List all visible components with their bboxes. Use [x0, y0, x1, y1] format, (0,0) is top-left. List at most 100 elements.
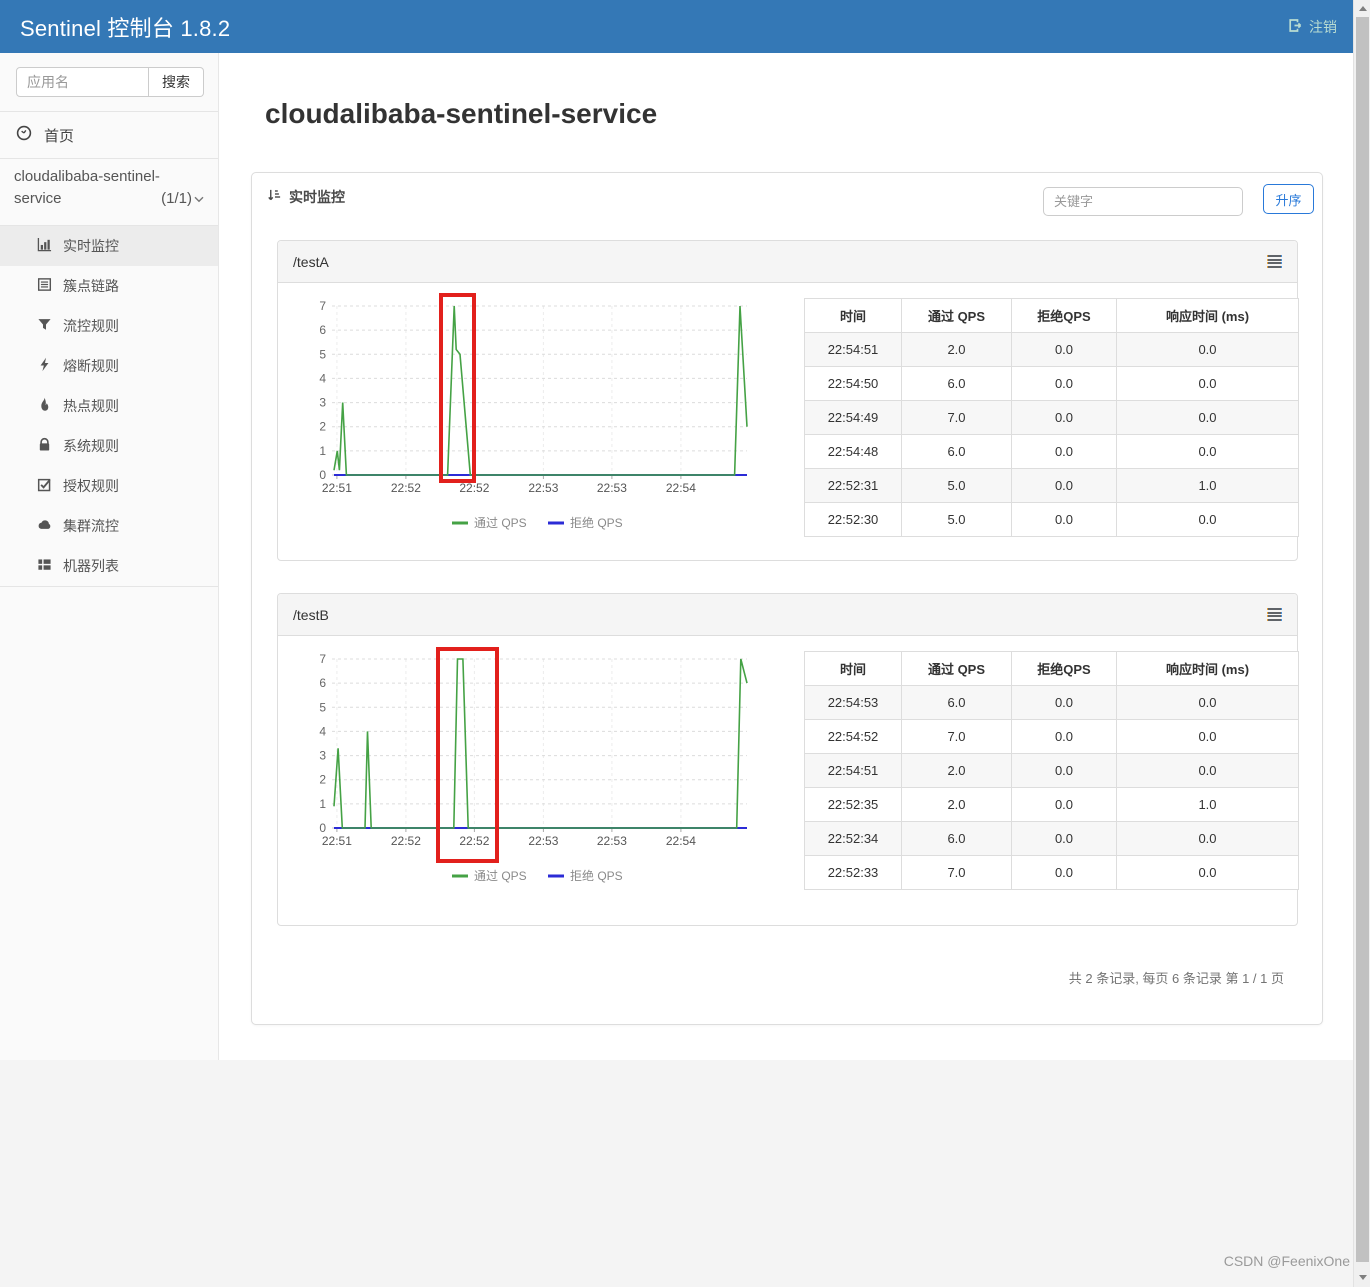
cell: 0.0: [1011, 685, 1117, 720]
filter-icon: [37, 317, 52, 335]
divider: [0, 586, 218, 587]
cell: 0.0: [1116, 434, 1299, 469]
menu-lines-icon[interactable]: [1267, 607, 1282, 623]
menu-lines-icon[interactable]: [1267, 254, 1282, 270]
sort-order-button[interactable]: 升序: [1263, 184, 1314, 214]
legend-label: 拒绝 QPS: [570, 515, 623, 530]
table-row: 22:54:52 7.0 0.0 0.0: [804, 719, 1299, 754]
sidebar: 搜索 首页 cloudalibaba-sentinel- service (1/…: [0, 53, 219, 1060]
cell: 6.0: [901, 685, 1012, 720]
home-label: 首页: [44, 127, 75, 145]
bar-chart-icon: [37, 237, 52, 255]
table-row: 22:54:51 2.0 0.0 0.0: [804, 332, 1299, 367]
x-tick-label: 22:51: [322, 481, 352, 495]
sidebar-item-param-flow-rules[interactable]: 热点规则: [0, 386, 218, 426]
cell: 5.0: [901, 468, 1012, 503]
cell: 22:54:51: [804, 753, 902, 788]
legend-label: 拒绝 QPS: [570, 868, 623, 883]
app-machine-count: (1/1): [161, 190, 192, 207]
qps-chart-testA: 0 1 2 3 4 5 6 7 22:51 22:52 22:52 22:53 22:53 22:54 通过…: [302, 290, 772, 540]
y-tick-label: 3: [319, 396, 326, 410]
sidebar-item-flow-rules[interactable]: 流控规则: [0, 306, 218, 346]
logout-button[interactable]: 注销: [1288, 0, 1337, 53]
sidebar-item-machine-list[interactable]: 机器列表: [0, 546, 218, 586]
column-header: 拒绝QPS: [1011, 298, 1117, 333]
divider: [0, 111, 218, 112]
scrollbar[interactable]: [1353, 0, 1370, 1287]
page-title: cloudalibaba-sentinel-service: [265, 98, 658, 129]
keyword-search-input[interactable]: [1043, 187, 1243, 216]
series-line: [333, 305, 748, 476]
cell: 7.0: [901, 400, 1012, 435]
legend-label: 通过 QPS: [474, 516, 527, 530]
y-tick-label: 2: [319, 773, 326, 787]
divider: [0, 158, 218, 159]
x-tick-label: 22:54: [666, 834, 696, 848]
sort-desc-icon: [267, 188, 282, 206]
cell: 0.0: [1011, 502, 1117, 537]
app-search-button[interactable]: 搜索: [149, 67, 204, 97]
cell: 1.0: [1116, 787, 1299, 822]
cell: 22:54:53: [804, 685, 902, 720]
sidebar-item-label: 授权规则: [63, 478, 119, 494]
table-row: 22:54:50 6.0 0.0 0.0: [804, 366, 1299, 401]
sidebar-item-cluster-flow[interactable]: 集群流控: [0, 506, 218, 546]
panel-header: /testA: [278, 241, 1297, 283]
app-search-group: 搜索: [16, 67, 204, 97]
column-header: 响应时间 (ms): [1116, 651, 1299, 686]
y-tick-label: 6: [319, 323, 326, 337]
scroll-down-arrow[interactable]: [1354, 1269, 1370, 1285]
cell: 6.0: [901, 366, 1012, 401]
app-name-line2: service: [14, 190, 62, 207]
table-row: 22:54:51 2.0 0.0 0.0: [804, 753, 1299, 788]
check-square-icon: [37, 477, 52, 495]
y-tick-label: 1: [319, 797, 326, 811]
cell: 22:52:34: [804, 821, 902, 856]
sidebar-item-realtime-monitor[interactable]: 实时监控: [0, 226, 218, 266]
cell: 0.0: [1011, 753, 1117, 788]
x-tick-label: 22:53: [528, 834, 558, 848]
sidebar-app-toggle[interactable]: cloudalibaba-sentinel- service (1/1): [0, 159, 218, 225]
x-tick-label: 22:52: [459, 481, 489, 495]
sidebar-item-label: 热点规则: [63, 398, 119, 414]
cell: 7.0: [901, 855, 1012, 890]
y-tick-label: 4: [319, 371, 326, 385]
x-tick-label: 22:52: [391, 481, 421, 495]
chevron-down-icon: [194, 190, 204, 207]
resource-panel-testB: /testB 0 1 2 3 4 5 6 7 22:51 22:52 22:52 22:53 22:53…: [277, 593, 1299, 926]
watermark: CSDN @FeenixOne: [1223, 1253, 1350, 1269]
scrollbar-thumb[interactable]: [1356, 17, 1369, 1262]
cell: 0.0: [1116, 400, 1299, 435]
logout-label: 注销: [1309, 18, 1337, 35]
y-tick-label: 5: [319, 700, 326, 714]
scroll-up-arrow[interactable]: [1354, 0, 1370, 16]
sidebar-item-authority-rules[interactable]: 授权规则: [0, 466, 218, 506]
cell: 22:52:35: [804, 787, 902, 822]
sidebar-item-degrade-rules[interactable]: 熔断规则: [0, 346, 218, 386]
cell: 2.0: [901, 787, 1012, 822]
y-tick-label: 6: [319, 676, 326, 690]
cell: 0.0: [1116, 685, 1299, 720]
sidebar-item-cluster-link[interactable]: 簇点链路: [0, 266, 218, 306]
cell: 0.0: [1011, 366, 1117, 401]
sidebar-item-label: 簇点链路: [63, 278, 119, 294]
sidebar-item-home[interactable]: 首页: [0, 112, 218, 158]
x-tick-label: 22:53: [597, 481, 627, 495]
column-header: 时间: [804, 651, 902, 686]
sidebar-item-label: 流控规则: [63, 318, 119, 334]
logout-icon: [1288, 18, 1304, 36]
pagination-summary: 共 2 条记录, 每页 6 条记录 第 1 / 1 页: [1068, 971, 1284, 986]
cell: 0.0: [1011, 719, 1117, 754]
sidebar-item-label: 集群流控: [63, 518, 119, 534]
sidebar-item-label: 机器列表: [63, 558, 119, 574]
app-search-input[interactable]: [16, 67, 149, 97]
card-title-row: 实时监控: [267, 187, 345, 207]
top-navbar: Sentinel 控制台 1.8.2 注销: [0, 0, 1353, 53]
sidebar-item-system-rules[interactable]: 系统规则: [0, 426, 218, 466]
cell: 0.0: [1116, 366, 1299, 401]
x-tick-label: 22:52: [391, 834, 421, 848]
cell: 0.0: [1011, 400, 1117, 435]
cell: 0.0: [1116, 502, 1299, 537]
column-header: 拒绝QPS: [1011, 651, 1117, 686]
cell: 6.0: [901, 821, 1012, 856]
